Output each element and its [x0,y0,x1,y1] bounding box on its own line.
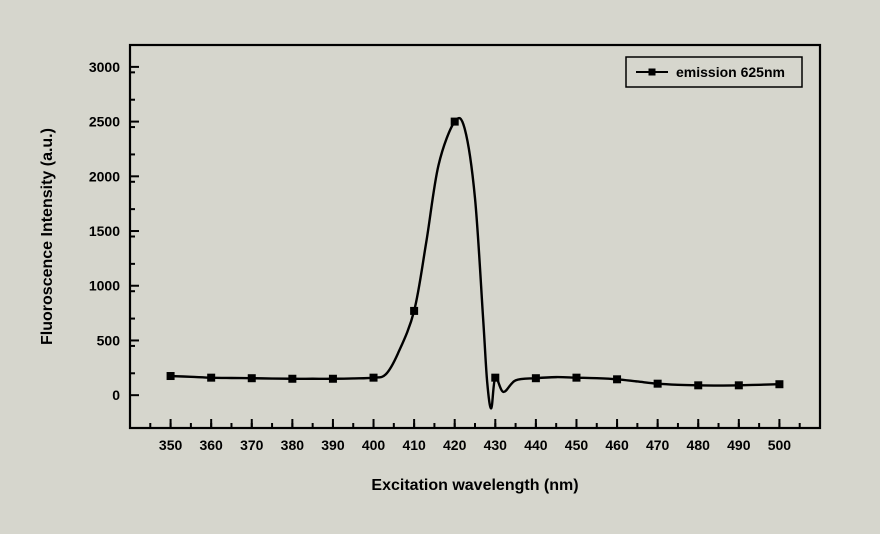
data-marker [451,118,458,125]
data-marker [654,380,661,387]
data-marker [289,375,296,382]
x-tick-label: 460 [605,437,629,453]
data-marker [735,382,742,389]
x-tick-label: 370 [240,437,264,453]
x-tick-label: 440 [524,437,548,453]
data-marker [695,382,702,389]
chart-card: { "chart": { "type": "line", "background… [0,0,880,534]
data-marker [532,375,539,382]
data-marker [208,374,215,381]
data-marker [167,373,174,380]
legend: emission 625nm [626,57,802,87]
data-marker [329,375,336,382]
x-tick-label: 430 [484,437,508,453]
x-tick-label: 420 [443,437,467,453]
y-tick-label: 2500 [89,114,120,130]
x-tick-label: 350 [159,437,183,453]
x-tick-label: 470 [646,437,670,453]
fluorescence-chart: 350 360 370 380 390 400 410 420 430 440 450 460 470 4… [0,0,880,534]
data-marker [370,374,377,381]
data-marker [573,374,580,381]
x-tick-label: 410 [402,437,426,453]
y-tick-label: 500 [97,332,121,348]
y-tick-label: 3000 [89,59,120,75]
x-axis-label: Excitation wavelength (nm) [371,477,578,494]
x-tick-label: 480 [687,437,711,453]
data-marker [248,375,255,382]
x-tick-label: 400 [362,437,386,453]
y-tick-label: 0 [112,387,120,403]
x-tick-label: 360 [199,437,223,453]
y-tick-label: 1000 [89,278,120,294]
x-tick-label: 500 [768,437,792,453]
x-tick-label: 380 [281,437,305,453]
y-tick-label: 1500 [89,223,120,239]
data-marker [411,307,418,314]
x-tick-label: 490 [727,437,751,453]
data-marker [614,376,621,383]
y-tick-label: 2000 [89,168,120,184]
x-tick-label: 390 [321,437,345,453]
legend-label: emission 625nm [676,64,785,80]
x-tick-label: 450 [565,437,589,453]
y-axis-label: Fluoroscence Intensity (a.u.) [39,128,56,345]
data-marker [776,381,783,388]
data-marker [492,374,499,381]
